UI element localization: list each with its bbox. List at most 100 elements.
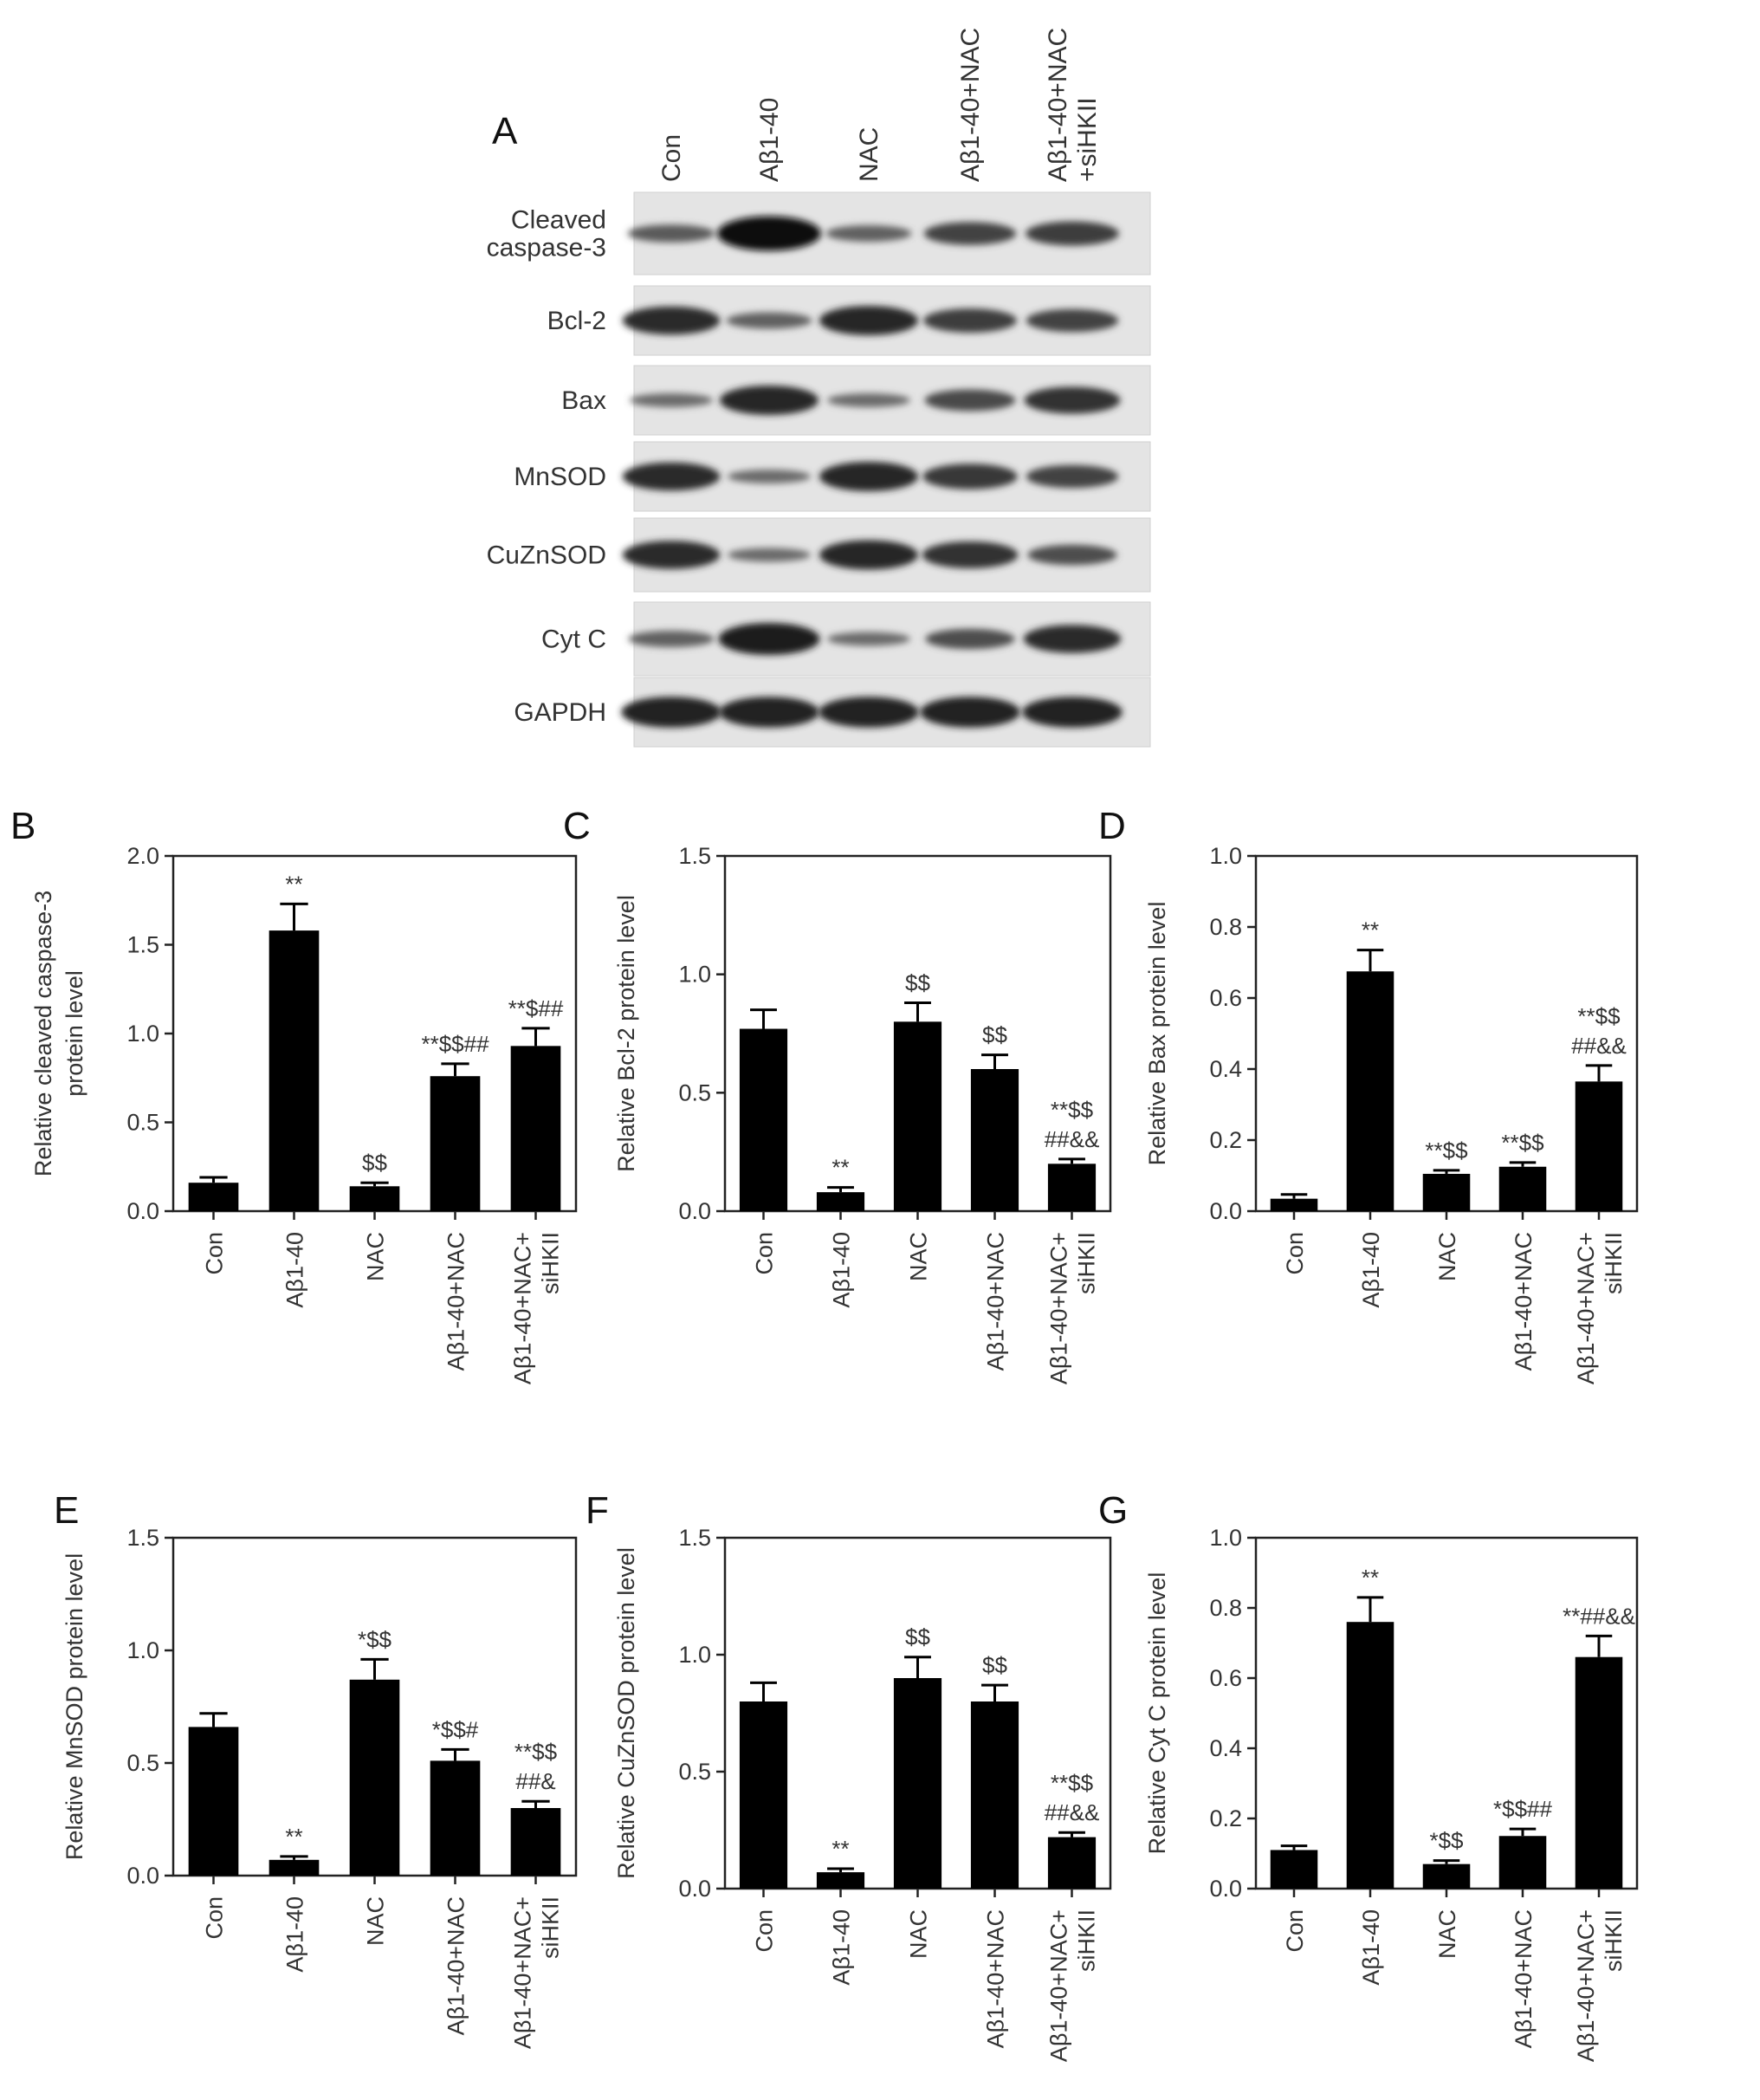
significance-label: *$$ bbox=[358, 1626, 392, 1652]
x-category-label: NAC bbox=[906, 1232, 932, 1281]
y-tick-label: 0.0 bbox=[678, 1876, 711, 1902]
y-tick-label: 0.4 bbox=[1209, 1735, 1242, 1761]
bar bbox=[1047, 1163, 1097, 1211]
x-category-label: Aβ1-40+NAC+ bbox=[1573, 1232, 1599, 1384]
blot-band bbox=[718, 623, 820, 655]
blot-band bbox=[1022, 697, 1123, 728]
significance-label: ##&& bbox=[1571, 1033, 1627, 1059]
significance-label: **$$ bbox=[514, 1739, 558, 1765]
bar bbox=[1346, 1622, 1394, 1889]
significance-label: *$$# bbox=[432, 1716, 479, 1742]
bar bbox=[188, 1183, 239, 1211]
significance-label: **##&& bbox=[1563, 1603, 1635, 1629]
bar bbox=[349, 1186, 400, 1211]
panel-letter: F bbox=[586, 1489, 609, 1532]
blot-band bbox=[728, 548, 811, 562]
x-category-label: Con bbox=[202, 1232, 228, 1275]
bar bbox=[1047, 1837, 1097, 1889]
blot-band bbox=[1023, 625, 1122, 653]
y-tick-label: 0.2 bbox=[1209, 1127, 1242, 1153]
bar bbox=[1270, 1198, 1318, 1211]
x-category-label: NAC bbox=[906, 1909, 932, 1959]
significance-label: ** bbox=[285, 1824, 302, 1850]
y-tick-label: 1.0 bbox=[126, 1637, 159, 1663]
blot-band bbox=[1026, 308, 1119, 333]
lane-label: Aβ1-40+NAC bbox=[1044, 28, 1072, 182]
x-category-label: Aβ1-40+NAC bbox=[443, 1232, 469, 1371]
blot-band bbox=[825, 225, 912, 242]
blot-band bbox=[719, 697, 819, 728]
bar bbox=[188, 1727, 239, 1876]
y-tick-label: 0.2 bbox=[1209, 1805, 1242, 1831]
x-category-label: Con bbox=[752, 1232, 778, 1275]
bar bbox=[1575, 1081, 1623, 1211]
panel-letter: D bbox=[1098, 805, 1126, 847]
x-category-label: Aβ1-40+NAC bbox=[443, 1896, 469, 2035]
blot-row-label: caspase-3 bbox=[487, 234, 606, 262]
x-category-label: Aβ1-40 bbox=[282, 1896, 308, 1973]
y-tick-label: 2.0 bbox=[126, 843, 159, 869]
x-category-label: Aβ1-40 bbox=[829, 1909, 855, 1986]
bar bbox=[269, 930, 320, 1211]
x-category-label: siHKII bbox=[1074, 1909, 1100, 1972]
blot-band bbox=[819, 540, 918, 570]
chart-F: F 0.0 0.5 1.0 1.5 Relative CuZnSOD protein le… bbox=[586, 1489, 1112, 2062]
blot-band bbox=[827, 393, 910, 407]
blot-row-label: CuZnSOD bbox=[487, 541, 606, 570]
significance-label: ##&& bbox=[1045, 1126, 1100, 1152]
significance-label: $$ bbox=[982, 1652, 1007, 1678]
bar bbox=[739, 1028, 788, 1211]
significance-label: ##&& bbox=[1045, 1799, 1100, 1825]
blot-band bbox=[627, 224, 715, 243]
x-category-label: Con bbox=[1282, 1909, 1308, 1953]
significance-label: ##& bbox=[515, 1768, 555, 1794]
x-category-label: NAC bbox=[1434, 1909, 1460, 1959]
bar bbox=[430, 1076, 481, 1211]
blot-band bbox=[628, 631, 715, 647]
bar bbox=[1422, 1863, 1471, 1889]
y-tick-label: 0.4 bbox=[1209, 1056, 1242, 1082]
blot-row-label: Bcl-2 bbox=[547, 307, 606, 335]
blot-band bbox=[924, 389, 1016, 412]
bar bbox=[970, 1701, 1019, 1889]
bar bbox=[1575, 1656, 1623, 1889]
bar bbox=[893, 1021, 942, 1211]
blot-band bbox=[622, 541, 721, 569]
significance-label: ** bbox=[831, 1836, 849, 1862]
blot-band bbox=[922, 541, 1019, 568]
x-category-label: Aβ1-40+NAC bbox=[1511, 1232, 1537, 1371]
blot-band bbox=[923, 222, 1017, 245]
significance-label: ** bbox=[831, 1155, 849, 1181]
significance-label: *$$## bbox=[1493, 1796, 1552, 1822]
panel-letter: C bbox=[563, 805, 591, 847]
significance-label: ** bbox=[285, 871, 302, 897]
x-category-label: siHKII bbox=[1601, 1909, 1627, 1972]
blot-band bbox=[621, 697, 721, 728]
significance-label: ** bbox=[1362, 1565, 1379, 1591]
bar bbox=[893, 1678, 942, 1889]
chart-E: E 0.0 0.5 1.0 1.5 Relative MnSOD protein leve… bbox=[54, 1489, 578, 2049]
chart-B: B 0.0 0.5 1.0 1.5 2.0 Relative cleaved caspase… bbox=[10, 805, 578, 1384]
blot-band bbox=[923, 308, 1017, 333]
y-axis-label: protein level bbox=[61, 970, 87, 1097]
panel-letter-a: A bbox=[492, 110, 518, 152]
x-category-label: Aβ1-40 bbox=[282, 1232, 308, 1308]
significance-label: **$$## bbox=[421, 1031, 489, 1057]
panel-letter: E bbox=[54, 1489, 79, 1532]
blot-band bbox=[728, 470, 811, 483]
x-category-label: Con bbox=[202, 1896, 228, 1940]
x-category-label: Aβ1-40 bbox=[1358, 1232, 1384, 1308]
x-category-label: siHKII bbox=[1074, 1232, 1100, 1294]
blot-row-label: Cyt C bbox=[541, 625, 606, 654]
significance-label: **$$ bbox=[1501, 1130, 1544, 1156]
y-axis-label: Relative Bax protein level bbox=[1144, 902, 1170, 1166]
y-tick-label: 0.0 bbox=[1209, 1198, 1242, 1224]
y-tick-label: 0.8 bbox=[1209, 914, 1242, 940]
bar bbox=[1422, 1173, 1471, 1211]
chart-D: D 0.0 0.2 0.4 0.6 0.8 1.0 Relative Bax protein … bbox=[1098, 805, 1639, 1384]
x-category-label: Aβ1-40+NAC+ bbox=[1046, 1232, 1072, 1384]
bar bbox=[816, 1872, 865, 1889]
blot-band bbox=[726, 312, 812, 329]
y-tick-label: 1.5 bbox=[678, 843, 711, 869]
